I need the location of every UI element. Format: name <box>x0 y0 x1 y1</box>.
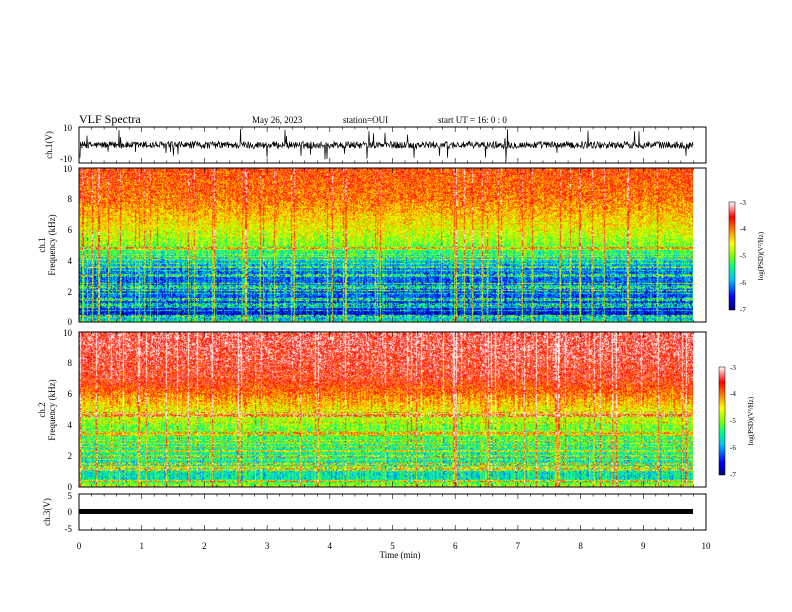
spec2-ylabel-channel: ch.2 <box>37 402 47 417</box>
station-label: station=OUI <box>343 115 388 125</box>
cb1-tick-m4: -4 <box>740 225 746 233</box>
spec1-ylabel-channel: ch.1 <box>37 237 47 252</box>
cb1-tick-m5: -5 <box>740 252 746 260</box>
spec2-tick-0: 0 <box>68 482 73 492</box>
colorbar-ch2-label: log(PSD)(V²/Hz) <box>747 396 755 445</box>
x-tick-2: 2 <box>202 541 207 551</box>
ch1-spectrogram-panel: 0 2 4 6 8 10 ch.1 Frequency (kHz) <box>37 164 707 327</box>
spec2-tick-4: 4 <box>68 420 73 430</box>
x-tick-9: 9 <box>641 541 646 551</box>
x-tick-0: 0 <box>77 541 82 551</box>
x-axis-label: Time (min) <box>380 550 421 560</box>
ch3-tick-mid: 0 <box>68 507 73 517</box>
colorbar-ch1-gradient <box>728 201 736 311</box>
figure-title: VLF Spectra <box>79 112 141 126</box>
ch1-voltage-ylabel: ch.1(V) <box>44 131 54 159</box>
x-tick-6: 6 <box>453 541 458 551</box>
ch1-voltage-trace <box>79 128 694 162</box>
cb2-tick-m4: -4 <box>730 390 736 398</box>
ch3-tick-bottom: -5 <box>65 524 73 534</box>
ch3-voltage-trace <box>79 509 693 514</box>
spec2-tick-8: 8 <box>68 358 73 368</box>
spec2-ylabel-frequency: Frequency (kHz) <box>47 379 57 440</box>
ch1-tick-top: 10 <box>63 123 73 133</box>
ch3-tick-top: 5 <box>68 491 73 501</box>
time-axis: 0 1 2 3 4 5 6 7 8 9 10 Time (min) <box>77 541 711 560</box>
x-tick-3: 3 <box>265 541 270 551</box>
x-tick-7: 7 <box>516 541 521 551</box>
colorbar-ch2-gradient <box>718 366 726 476</box>
spec1-tick-8: 8 <box>68 194 73 204</box>
axis-tick-marks <box>78 127 707 530</box>
ch1-tick-bottom: -10 <box>60 154 72 164</box>
spec1-tick-4: 4 <box>68 256 73 266</box>
cb1-tick-m7: -7 <box>740 306 746 314</box>
colorbar-ch1: -3 -4 -5 -6 -7 log(PSD)(V²/Hz) <box>728 199 765 314</box>
cb1-tick-m6: -6 <box>740 279 746 287</box>
ch1-voltage-panel: 10 -10 ch.1(V) <box>44 123 707 164</box>
ch1-spectrogram-image <box>79 168 693 322</box>
spec1-tick-6: 6 <box>68 225 73 235</box>
time-axis-ticks <box>78 127 707 530</box>
start-time-label: start UT = 16: 0 : 0 <box>438 115 507 125</box>
cb2-tick-m5: -5 <box>730 417 736 425</box>
cb2-tick-m3: -3 <box>730 364 736 372</box>
colorbar-ch2: -3 -4 -5 -6 -7 log(PSD)(V²/Hz) <box>718 364 755 479</box>
spec2-tick-6: 6 <box>68 389 73 399</box>
ch2-spectrogram-panel: 0 2 4 6 8 10 ch.2 Frequency (kHz) <box>37 328 707 492</box>
spec2-tick-2: 2 <box>68 451 73 461</box>
x-tick-8: 8 <box>578 541 583 551</box>
x-tick-5: 5 <box>390 541 395 551</box>
spec1-tick-0: 0 <box>68 317 73 327</box>
spec1-tick-2: 2 <box>68 287 73 297</box>
spec1-ylabel-frequency: Frequency (kHz) <box>47 214 57 275</box>
ch2-spectrogram-image <box>79 332 693 487</box>
x-tick-1: 1 <box>139 541 144 551</box>
spec1-tick-10: 10 <box>63 164 73 174</box>
cb2-tick-m7: -7 <box>730 471 736 479</box>
x-tick-10: 10 <box>702 541 712 551</box>
cb2-tick-m6: -6 <box>730 444 736 452</box>
spec2-tick-10: 10 <box>63 328 73 338</box>
ch3-voltage-ylabel: ch.3(V) <box>42 498 52 526</box>
cb1-tick-m3: -3 <box>740 199 746 207</box>
date-label: May 26, 2023 <box>252 115 303 125</box>
x-tick-4: 4 <box>328 541 333 551</box>
colorbar-ch1-label: log(PSD)(V²/Hz) <box>757 231 765 280</box>
